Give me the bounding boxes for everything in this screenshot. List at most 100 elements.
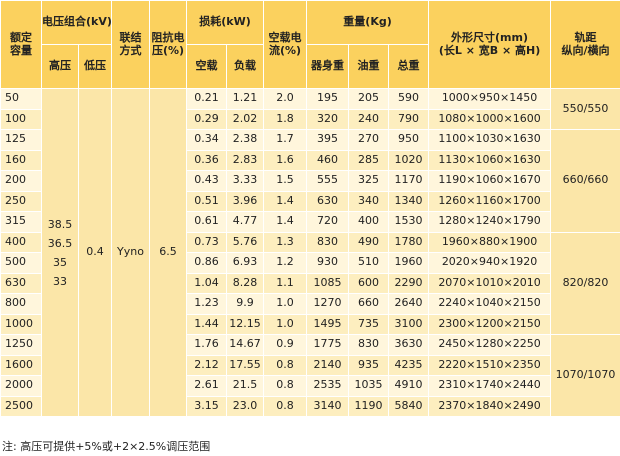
header-no-load: 空载 (186, 44, 228, 89)
no-load-current-cell: 1.0 (263, 313, 308, 335)
header-lv: 低压 (77, 44, 113, 89)
body-weight-cell: 195 (306, 88, 350, 110)
hv-value: 33 (53, 274, 67, 288)
total-weight-cell: 2290 (388, 272, 430, 294)
no-load-loss-cell: 1.04 (186, 272, 228, 294)
table-row: 500 0.86 6.93 1.2 930 510 1960 2020×940×1920 (0, 252, 620, 274)
oil-weight-cell: 240 (348, 108, 390, 130)
no-load-loss-cell: 0.73 (186, 231, 228, 253)
no-load-current-cell: 1.6 (263, 149, 308, 171)
capacity-cell: 1000 (0, 313, 42, 335)
hv-value: 35 (53, 255, 67, 269)
capacity-cell: 200 (0, 170, 42, 192)
no-load-loss-cell: 0.86 (186, 252, 228, 274)
dimensions-cell: 1190×1060×1670 (428, 170, 552, 192)
capacity-cell: 250 (0, 190, 42, 212)
dimensions-cell: 2310×1740×2440 (428, 375, 552, 397)
header-hv: 高压 (41, 44, 79, 89)
no-load-loss-cell: 2.61 (186, 375, 228, 397)
capacity-cell: 125 (0, 129, 42, 151)
no-load-loss-cell: 0.29 (186, 108, 228, 130)
capacity-cell: 100 (0, 108, 42, 130)
total-weight-cell: 3100 (388, 313, 430, 335)
header-loss: 损耗(kW) (186, 0, 265, 45)
body-weight-cell: 395 (306, 129, 350, 151)
gauge-cell: 1070/1070 (550, 334, 620, 417)
no-load-loss-cell: 0.21 (186, 88, 228, 110)
capacity-cell: 2500 (0, 395, 42, 417)
header-impedance: 阻抗电 压(%) (149, 0, 188, 89)
oil-weight-cell: 660 (348, 293, 390, 315)
body-weight-cell: 830 (306, 231, 350, 253)
no-load-current-cell: 0.8 (263, 354, 308, 376)
hv-value: 38.5 (47, 217, 73, 231)
no-load-loss-cell: 0.43 (186, 170, 228, 192)
dimensions-cell: 2220×1510×2350 (428, 354, 552, 376)
dimensions-cell: 2020×940×1920 (428, 252, 552, 274)
oil-weight-cell: 400 (348, 211, 390, 233)
oil-weight-cell: 600 (348, 272, 390, 294)
header-connection: 联结 方式 (111, 0, 151, 89)
total-weight-cell: 4235 (388, 354, 430, 376)
oil-weight-cell: 1190 (348, 395, 390, 417)
total-weight-cell: 5840 (388, 395, 430, 417)
oil-weight-cell: 325 (348, 170, 390, 192)
load-loss-cell: 4.77 (226, 211, 265, 233)
no-load-current-cell: 1.8 (263, 108, 308, 130)
no-load-loss-cell: 0.34 (186, 129, 228, 151)
capacity-cell: 500 (0, 252, 42, 274)
impedance-value-cell: 6.5 (149, 88, 188, 417)
oil-weight-cell: 510 (348, 252, 390, 274)
no-load-current-cell: 1.4 (263, 211, 308, 233)
capacity-cell: 800 (0, 293, 42, 315)
header-weight: 重量(Kg) (306, 0, 430, 45)
load-loss-cell: 2.38 (226, 129, 265, 151)
table-row: 125 0.34 2.38 1.7 395 270 950 1100×1030×1630 660… (0, 129, 620, 233)
dimensions-cell: 1260×1160×1700 (428, 190, 552, 212)
capacity-cell: 630 (0, 272, 42, 294)
load-loss-cell: 21.5 (226, 375, 265, 397)
header-load: 负载 (226, 44, 265, 89)
total-weight-cell: 1170 (388, 170, 430, 192)
dimensions-cell: 2370×1840×2490 (428, 395, 552, 417)
oil-weight-cell: 490 (348, 231, 390, 253)
oil-weight-cell: 830 (348, 334, 390, 356)
transformer-spec-table: 额定 容量 电压组合(kV) 联结 方式 阻抗电 压(%) 损耗(kW) 空载电… (0, 0, 620, 417)
body-weight-cell: 1495 (306, 313, 350, 335)
total-weight-cell: 950 (388, 129, 430, 151)
no-load-current-cell: 1.5 (263, 170, 308, 192)
header-gauge: 轨距 纵向/横向 (550, 0, 620, 89)
total-weight-cell: 3630 (388, 334, 430, 356)
no-load-loss-cell: 0.51 (186, 190, 228, 212)
no-load-current-cell: 1.0 (263, 293, 308, 315)
no-load-current-cell: 0.9 (263, 334, 308, 356)
load-loss-cell: 3.33 (226, 170, 265, 192)
no-load-loss-cell: 3.15 (186, 395, 228, 417)
oil-weight-cell: 735 (348, 313, 390, 335)
hv-values-cell: 38.5 36.5 35 33 (41, 88, 79, 417)
load-loss-cell: 6.93 (226, 252, 265, 274)
oil-weight-cell: 205 (348, 88, 390, 110)
load-loss-cell: 9.9 (226, 293, 265, 315)
capacity-cell: 50 (0, 88, 42, 110)
load-loss-cell: 23.0 (226, 395, 265, 417)
footnote: 注: 高压可提供+5%或+2×2.5%调压范围 (2, 440, 211, 453)
capacity-cell: 1600 (0, 354, 42, 376)
table-row: 2500 3.15 23.0 0.8 3140 1190 5840 2370×1840×249… (0, 395, 620, 417)
table-row: 1250 1.76 14.67 0.9 1775 830 3630 2450×1280×225… (0, 334, 620, 417)
load-loss-cell: 8.28 (226, 272, 265, 294)
table-body: 50 38.5 36.5 35 33 0.4 Yyno 6.5 0.21 1.21 2.0 195 20… (0, 88, 620, 417)
total-weight-cell: 1780 (388, 231, 430, 253)
no-load-loss-cell: 1.23 (186, 293, 228, 315)
dimensions-cell: 1960×880×1900 (428, 231, 552, 253)
no-load-current-cell: 1.1 (263, 272, 308, 294)
load-loss-cell: 14.67 (226, 334, 265, 356)
load-loss-cell: 3.96 (226, 190, 265, 212)
header-total-weight: 总重 (388, 44, 430, 89)
table-row: 50 38.5 36.5 35 33 0.4 Yyno 6.5 0.21 1.21 2.0 195 20… (0, 88, 620, 417)
body-weight-cell: 720 (306, 211, 350, 233)
no-load-current-cell: 1.4 (263, 190, 308, 212)
capacity-cell: 160 (0, 149, 42, 171)
total-weight-cell: 4910 (388, 375, 430, 397)
